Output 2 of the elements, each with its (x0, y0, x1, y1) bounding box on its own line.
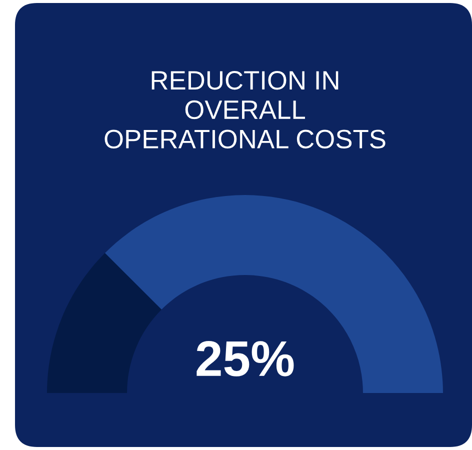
text: 25% (196, 341, 294, 376)
chart-title: REDUCTION IN OVERALL OPERATIONAL COSTS (104, 71, 386, 148)
